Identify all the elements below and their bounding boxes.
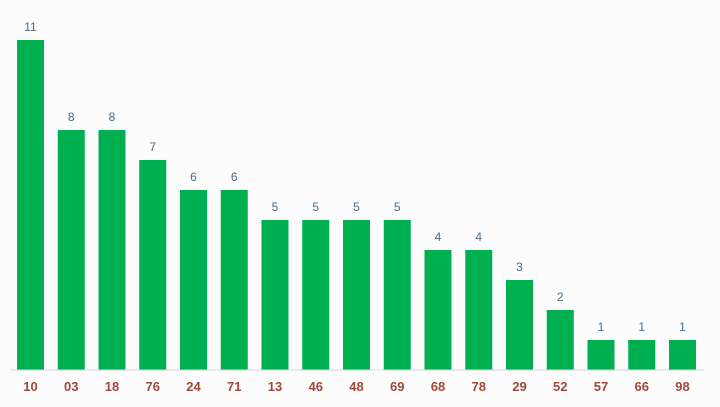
bar-18 [98,130,126,370]
category-labels-group: 10 03 18 76 24 71 13 46 48 69 68 78 29 52 57 66 98 [23,379,689,394]
bar-29 [506,280,533,370]
bar-76 [139,160,167,370]
value-label-13: 5 [272,200,279,214]
category-label-57: 57 [594,379,608,394]
bar-71 [220,190,248,370]
value-label-52: 2 [557,290,564,304]
value-label-03: 8 [68,110,75,124]
value-label-76: 7 [149,140,156,154]
bar-03 [57,130,85,370]
value-label-98: 1 [679,320,686,334]
bar-57 [587,340,615,370]
value-label-29: 3 [516,260,523,274]
category-label-69: 69 [390,379,404,394]
bar-68 [424,250,452,370]
category-label-10: 10 [23,379,37,394]
category-label-48: 48 [349,379,363,394]
category-label-66: 66 [635,379,649,394]
category-label-13: 13 [268,379,282,394]
bar-66 [628,340,656,370]
category-label-71: 71 [227,379,241,394]
category-label-78: 78 [472,379,486,394]
value-label-68: 4 [435,230,442,244]
bar-78 [465,250,493,370]
bar-46 [302,220,330,370]
category-label-29: 29 [512,379,526,394]
bar-52 [546,310,574,370]
bars-group [17,40,696,370]
value-label-24: 6 [190,170,197,184]
category-label-52: 52 [553,379,567,394]
bar-10 [17,40,44,370]
bar-13 [261,220,289,370]
category-label-68: 68 [431,379,445,394]
value-label-78: 4 [475,230,482,244]
value-label-57: 1 [598,320,605,334]
bar-98 [669,340,696,370]
category-label-03: 03 [64,379,78,394]
value-label-69: 5 [394,200,401,214]
category-label-98: 98 [675,379,689,394]
bar-48 [343,220,370,370]
bar-24 [180,190,207,370]
value-label-18: 8 [109,110,116,124]
value-label-46: 5 [312,200,319,214]
category-label-76: 76 [146,379,160,394]
value-label-48: 5 [353,200,360,214]
category-label-46: 46 [309,379,323,394]
category-label-18: 18 [105,379,119,394]
value-label-66: 1 [638,320,645,334]
value-label-71: 6 [231,170,238,184]
category-label-24: 24 [186,379,201,394]
bar-69 [383,220,411,370]
value-label-10: 11 [24,20,37,34]
